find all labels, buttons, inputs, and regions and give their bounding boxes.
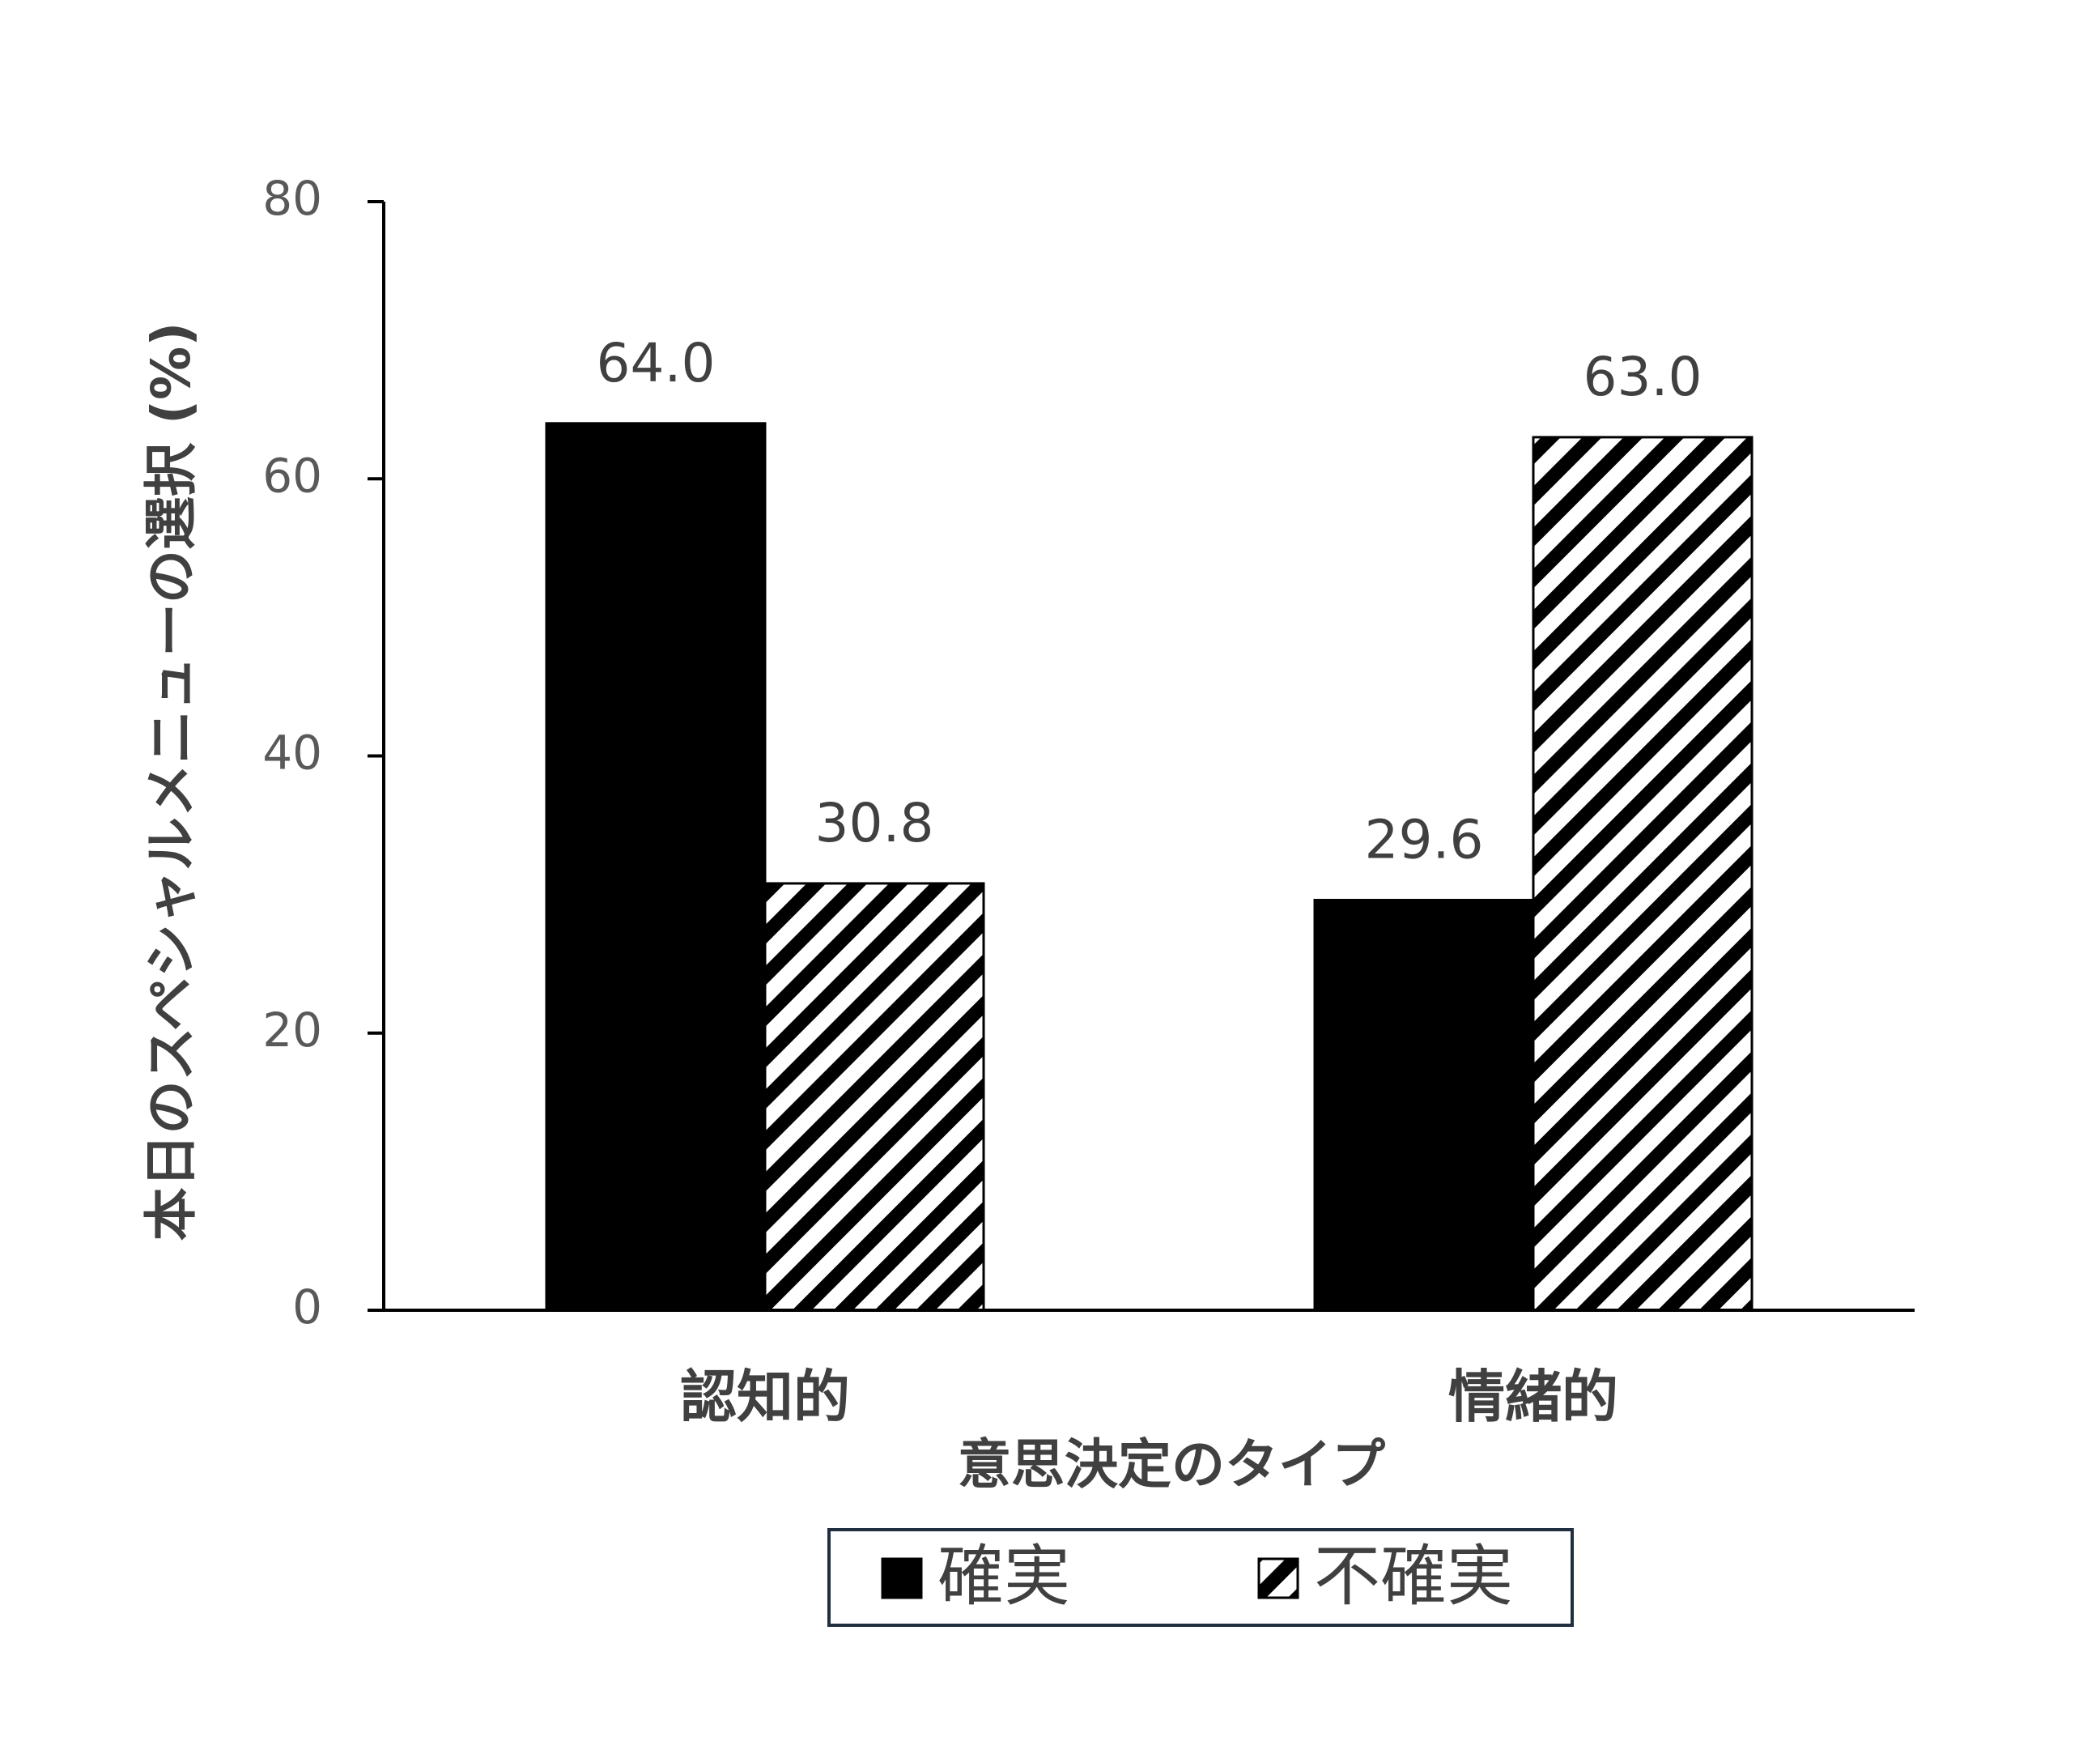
y-tick-label: 40 [262,726,322,781]
y-axis-title: 本日のスペシャルメニューの選択 (%) [140,322,202,1241]
x-tick-label: 情緒的 [1448,1364,1618,1430]
bar [545,422,767,1312]
y-tick-label: 80 [262,171,322,226]
x-axis-title: 意思決定のタイプ [958,1433,1385,1496]
legend-marker [881,1557,923,1599]
data-label: 64.0 [597,332,716,394]
data-label: 29.6 [1365,809,1484,871]
legend-marker [1257,1557,1299,1599]
y-tick-label: 60 [262,448,322,503]
bar [763,882,985,1312]
y-tick-label: 20 [262,1003,322,1058]
data-label: 30.8 [815,792,934,854]
data-label: 63.0 [1584,346,1703,408]
legend-label: 不確実 [1314,1538,1513,1615]
x-tick-label: 認知的 [680,1364,850,1430]
y-tick-label: 0 [292,1279,322,1335]
bar [1313,898,1535,1312]
bar [1532,436,1754,1312]
legend-label: 確実 [937,1538,1070,1615]
legend-box [827,1528,1574,1627]
